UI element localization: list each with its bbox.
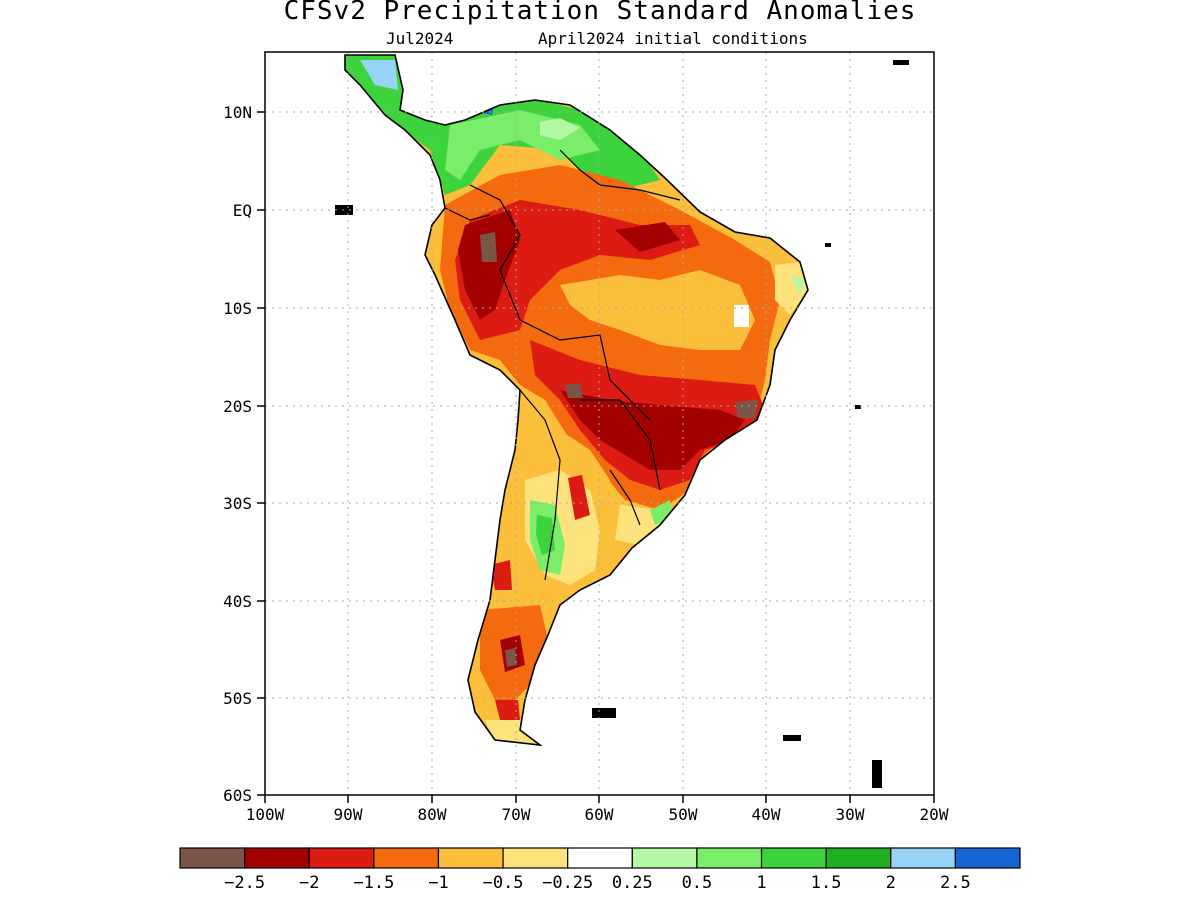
lon-label-30w: 30W xyxy=(836,805,865,824)
lon-label-50w: 50W xyxy=(669,805,698,824)
lat-label-60s: 60S xyxy=(223,786,252,805)
lat-tick-marks xyxy=(257,111,265,796)
init-conditions-label: April2024 initial conditions xyxy=(538,29,808,48)
country-borders xyxy=(444,149,681,581)
colorbar-swatch xyxy=(502,847,569,869)
lat-label-20s: 20S xyxy=(223,397,252,416)
colorbar-swatch xyxy=(760,847,827,869)
colorbar-swatch xyxy=(437,847,504,869)
lat-label-10n: 10N xyxy=(223,103,252,122)
colorbar-label: −1.5 xyxy=(353,873,394,893)
colorbar-label: 2.5 xyxy=(940,873,971,893)
graticule xyxy=(265,52,934,795)
lat-label-10s: 10S xyxy=(223,299,252,318)
colorbar-swatch xyxy=(308,847,375,869)
coastlines xyxy=(344,54,809,747)
colorbar-label: −2.5 xyxy=(224,873,265,893)
colorbar-label: −0.5 xyxy=(483,873,524,893)
lat-label-40s: 40S xyxy=(223,592,252,611)
lat-label-30s: 30S xyxy=(223,494,252,513)
lon-label-70w: 70W xyxy=(502,805,531,824)
colorbar-swatch xyxy=(825,847,892,869)
colorbar-label: 0.25 xyxy=(612,873,653,893)
lat-label-eq: EQ xyxy=(233,201,252,220)
colorbar-label: −1 xyxy=(428,873,448,893)
colorbar-label: −0.25 xyxy=(542,873,593,893)
chart-title: CFSv2 Precipitation Standard Anomalies xyxy=(283,0,917,26)
lon-label-40w: 40W xyxy=(752,805,781,824)
lon-label-100w: 100W xyxy=(246,805,285,824)
colorbar-label: −2 xyxy=(299,873,319,893)
lon-label-80w: 80W xyxy=(418,805,447,824)
lon-label-60w: 60W xyxy=(585,805,614,824)
lon-label-20w: 20W xyxy=(920,805,949,824)
colorbar-label: 1 xyxy=(756,873,766,893)
colorbar: −2.5 −2 −1.5 −1 −0.5 −0.25 0.25 0.5 1 1.5 2 2.5 xyxy=(179,847,1021,893)
lon-tick-marks xyxy=(264,795,935,803)
colorbar-swatch xyxy=(631,847,698,869)
colorbar-swatch xyxy=(954,847,1021,869)
colorbar-label: 1.5 xyxy=(811,873,842,893)
colorbar-swatch xyxy=(179,847,246,869)
colorbar-swatch xyxy=(373,847,440,869)
colorbar-swatch xyxy=(890,847,956,869)
lon-label-90w: 90W xyxy=(334,805,363,824)
valid-month-label: Jul2024 xyxy=(386,29,454,48)
colorbar-label: 0.5 xyxy=(682,873,713,893)
colorbar-swatch xyxy=(696,847,763,869)
colorbar-swatch xyxy=(567,847,633,869)
lat-label-50s: 50S xyxy=(223,689,252,708)
colorbar-swatch xyxy=(244,847,310,869)
colorbar-label: 2 xyxy=(886,873,896,893)
